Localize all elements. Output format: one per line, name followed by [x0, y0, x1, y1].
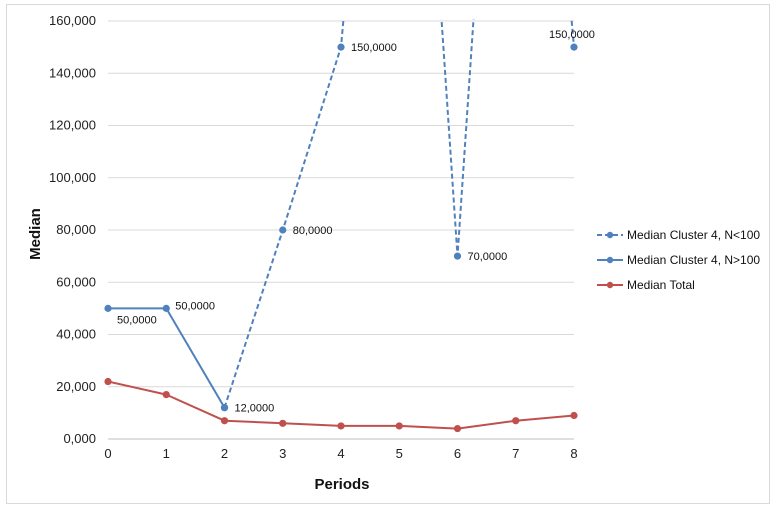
data-label: 150,0000	[549, 29, 595, 41]
data-point	[104, 304, 112, 312]
data-label: 12,0000	[235, 403, 275, 415]
x-tick-label: 8	[570, 446, 577, 461]
legend-swatch-marker	[606, 281, 614, 289]
data-point	[453, 424, 462, 433]
legend-label: Median Cluster 4, N>100	[627, 253, 760, 267]
data-point	[162, 304, 170, 312]
line-chart: 80,0000150,000070,0000150,000050,000050,…	[27, 13, 760, 493]
legend-label: Median Cluster 4, N<100	[627, 228, 760, 242]
data-labels: 80,0000 150,0000 70,0000 150,0000 50,0000 50,…	[117, 29, 595, 415]
x-tick-label: 3	[279, 446, 286, 461]
y-tick-label: 0,000	[63, 431, 96, 446]
y-tick-label: 140,000	[49, 65, 96, 80]
x-axis-title: Periods	[314, 476, 369, 493]
data-point	[337, 422, 345, 430]
x-tick-label: 0	[104, 446, 111, 461]
data-point	[104, 377, 112, 386]
chart-frame: 80,0000 150,0000 70,0000 150,0000 50,0000 50,…	[6, 4, 770, 504]
data-point	[395, 422, 403, 430]
data-label: 80,0000	[293, 225, 333, 237]
data-point	[570, 43, 578, 51]
data-label: 70,0000	[468, 251, 508, 263]
data-point	[570, 411, 578, 420]
data-label: 50,0000	[117, 314, 157, 326]
y-tick-label: 40,000	[56, 327, 96, 342]
y-tick-label: 60,000	[56, 274, 96, 289]
data-point	[279, 419, 287, 427]
y-tick-label: 160,000	[49, 13, 96, 28]
y-tick-label: 100,000	[49, 170, 96, 185]
y-tick-label: 80,000	[56, 222, 96, 237]
data-label: 50,0000	[175, 300, 215, 312]
series-line-2	[107, 380, 575, 430]
x-tick-label: 6	[454, 446, 461, 461]
y-axis-title: Median	[27, 208, 44, 260]
data-point	[162, 390, 170, 399]
data-point	[279, 226, 287, 234]
series-line-0	[223, 19, 575, 408]
x-tick-label: 7	[512, 446, 519, 461]
plot-area	[107, 19, 575, 430]
legend-label: Median Total	[627, 278, 695, 292]
y-tick-label: 20,000	[56, 379, 96, 394]
data-point	[337, 43, 345, 51]
x-tick-label: 1	[163, 446, 170, 461]
gridlines	[108, 20, 574, 440]
x-tick-label: 2	[221, 446, 228, 461]
data-point	[220, 404, 229, 412]
data-point	[512, 417, 520, 425]
x-axis-ticks: 0 1 2 3 4 5 6 7 8	[104, 446, 577, 461]
legend-swatch-marker	[606, 256, 614, 264]
markers	[104, 43, 578, 433]
x-tick-label: 5	[396, 446, 403, 461]
y-axis-ticks: 0,000 20,000 40,000 60,000 80,000 100,000 120,…	[49, 13, 96, 446]
data-label: 150,0000	[351, 42, 397, 54]
data-point	[220, 417, 229, 425]
y-tick-label: 120,000	[49, 118, 96, 133]
x-tick-label: 4	[337, 446, 344, 461]
data-point	[453, 252, 462, 260]
legend: Median Cluster 4, N<100 Median Cluster 4,…	[597, 228, 760, 292]
legend-swatch-marker	[606, 231, 614, 239]
